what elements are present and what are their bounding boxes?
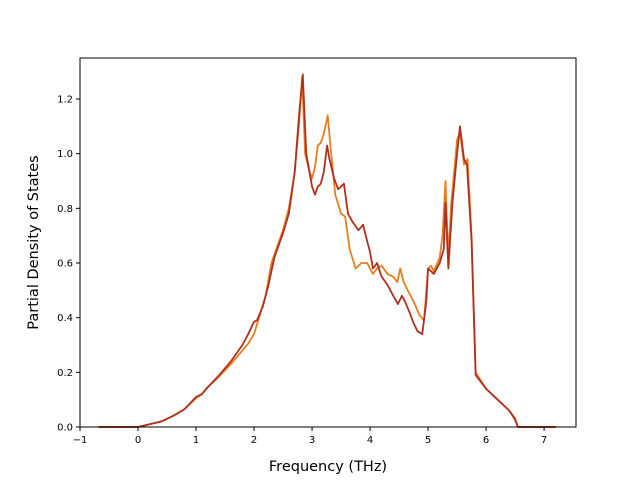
- y-axis-ticks: 0.0 0.2 0.4 0.6 0.8 1.0 1.2: [57, 95, 80, 434]
- x-tick-label: 7: [541, 435, 547, 446]
- y-tick-label: 0.2: [57, 368, 73, 379]
- x-axis-title: Frequency (THz): [269, 459, 387, 475]
- y-tick-label: 0.6: [57, 259, 73, 270]
- y-tick-label: 1.0: [57, 149, 73, 160]
- x-tick-label: 4: [367, 435, 373, 446]
- x-tick-label: 6: [483, 435, 489, 446]
- y-tick-label: 1.2: [57, 95, 73, 106]
- x-tick-label: −1: [73, 435, 88, 446]
- x-tick-label: 0: [135, 435, 141, 446]
- x-tick-label: 3: [309, 435, 315, 446]
- series-layer: [98, 73, 556, 428]
- series-line-2: [98, 73, 556, 428]
- x-tick-label: 1: [193, 435, 199, 446]
- x-tick-label: 5: [425, 435, 431, 446]
- x-axis-ticks: −1 0 1 2 3 4 5 6 7: [73, 427, 547, 446]
- series-line-1: [98, 76, 556, 428]
- y-tick-label: 0.0: [57, 423, 73, 434]
- plot-frame: [79, 57, 577, 428]
- x-tick-label: 2: [251, 435, 257, 446]
- y-axis-title: Partial Density of States: [26, 155, 42, 329]
- y-tick-label: 0.4: [57, 313, 73, 324]
- y-tick-label: 0.8: [57, 204, 73, 215]
